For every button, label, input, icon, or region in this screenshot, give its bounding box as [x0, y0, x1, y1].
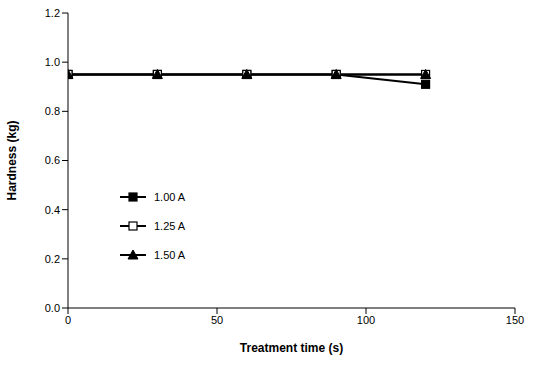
svg-text:Treatment time (s): Treatment time (s) [240, 341, 343, 355]
svg-text:0.4: 0.4 [45, 204, 60, 216]
svg-text:0.8: 0.8 [45, 105, 60, 117]
svg-text:50: 50 [211, 314, 223, 326]
svg-text:150: 150 [506, 314, 524, 326]
html-text:1.50 A: 1.50 A [154, 249, 186, 261]
html-text:1.00 A: 1.00 A [154, 191, 186, 203]
svg-text:0.0: 0.0 [45, 302, 60, 314]
svg-text:0.6: 0.6 [45, 154, 60, 166]
svg-text:100: 100 [357, 314, 375, 326]
svg-text:0: 0 [65, 314, 71, 326]
html-text:1.25 A: 1.25 A [154, 220, 186, 232]
svg-text:0.2: 0.2 [45, 253, 60, 265]
svg-text:1.2: 1.2 [45, 7, 60, 19]
svg-text:Hardness (kg): Hardness (kg) [8, 120, 19, 200]
svg-text:1.0: 1.0 [45, 56, 60, 68]
